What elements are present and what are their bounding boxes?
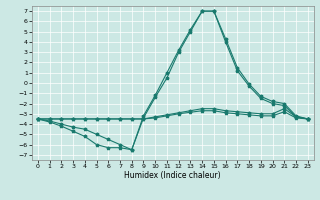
X-axis label: Humidex (Indice chaleur): Humidex (Indice chaleur) [124, 171, 221, 180]
